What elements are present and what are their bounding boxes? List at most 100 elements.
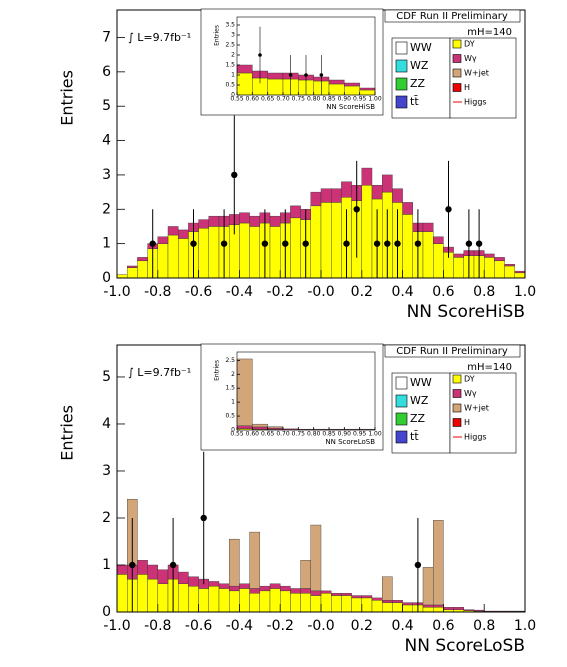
legend-swatch (452, 374, 462, 384)
hist-bar (371, 185, 383, 200)
x-tick-label: -0.2 (267, 284, 294, 300)
hist-bar (198, 227, 210, 279)
hist-bar (494, 257, 505, 262)
legend-swatch (452, 418, 462, 427)
hist-bar (116, 564, 128, 575)
hist-bar (433, 604, 444, 608)
hist-bar (157, 243, 169, 279)
hist-bar (137, 574, 148, 613)
legend-label: Wγ (464, 54, 477, 63)
data-point (304, 73, 308, 77)
hist-bar (137, 257, 148, 262)
x-tick-label: 0.85 (322, 431, 336, 438)
y-axis-title: Entries (58, 70, 77, 126)
header-box (384, 344, 521, 358)
hist-bar (188, 576, 199, 587)
hist-bar (116, 274, 128, 279)
legend-label: H (464, 83, 470, 92)
legend-swatch (395, 412, 408, 426)
hist-bar (280, 590, 291, 613)
hist-bar (188, 585, 199, 613)
hist-bar (331, 188, 342, 203)
y-tick-label: 3 (102, 463, 111, 479)
x-tick-label: 0.70 (276, 96, 290, 103)
hist-bar (351, 595, 363, 599)
hist-bar (269, 583, 281, 589)
y-axis-title: Entries (58, 405, 77, 461)
hist-bar (208, 215, 220, 227)
hist-bar (359, 89, 376, 96)
y-tick-label: 6 (102, 64, 111, 80)
x-tick-label: 0.60 (246, 431, 260, 438)
y-tick-label: 0 (102, 270, 111, 286)
legend-label: WW (410, 376, 432, 389)
hist-bar (147, 564, 159, 580)
y-tick-label: 4 (102, 133, 111, 149)
data-point (445, 206, 452, 213)
x-axis-title: NN ScoreLoSB (325, 438, 375, 446)
data-point (261, 240, 269, 247)
hist-bar (267, 78, 284, 96)
hist-bar (252, 426, 268, 430)
x-tick-label: 1.0 (514, 284, 536, 300)
data-point (282, 240, 289, 247)
mass-label: mH=140 (467, 362, 512, 373)
data-point (231, 171, 238, 179)
hist-bar (320, 590, 332, 594)
legend-label: tt̄ (410, 430, 419, 443)
hist-bar (239, 212, 250, 224)
legend-swatch (395, 394, 408, 408)
x-tick-label: -0.4 (226, 618, 253, 634)
hist-bar (320, 592, 332, 613)
header: CDF Run II Preliminary (396, 11, 508, 22)
hist-bar (249, 226, 261, 279)
legend-swatch (395, 95, 408, 109)
x-tick-label: 0.8 (473, 618, 495, 634)
hist-bar (402, 602, 414, 606)
hist-bar (239, 222, 250, 279)
legend-label: ZZ (410, 412, 426, 425)
legend-label: tt̄ (410, 95, 419, 108)
hist-bar (208, 581, 220, 587)
legend-label: DY (464, 375, 475, 384)
hist-bar (236, 72, 253, 96)
x-tick-label: 1.00 (368, 431, 382, 438)
x-tick-label: -1.0 (103, 618, 130, 634)
data-point (343, 240, 350, 247)
x-tick-label: 0.4 (391, 618, 413, 634)
data-point (414, 561, 422, 569)
y-tick-label: 1.5 (225, 385, 235, 392)
x-tick-label: 0.6 (432, 618, 454, 634)
plot-area (237, 352, 375, 430)
x-tick-label: 0.80 (307, 96, 321, 103)
hist-bar (504, 265, 516, 279)
hist-bar (361, 167, 373, 186)
x-tick-label: -0.8 (144, 284, 171, 300)
hist-bar (228, 585, 240, 592)
data-point (353, 206, 360, 213)
data-point (288, 73, 293, 77)
legend-swatch (395, 41, 408, 55)
legend-label: WZ (410, 59, 429, 72)
hist-bar (116, 574, 128, 613)
hist-bar (422, 607, 434, 613)
hist-bar (473, 609, 485, 612)
y-tick-label: 2 (231, 52, 235, 59)
hist-bar (453, 257, 465, 279)
hist-bar (218, 588, 230, 613)
x-tick-label: 0.85 (322, 96, 336, 103)
hist-bar (239, 583, 250, 589)
hist-bar (167, 226, 179, 236)
data-point (394, 240, 401, 247)
x-tick-label: 1.00 (368, 96, 382, 103)
legend-label: Higgs (464, 433, 487, 442)
hist-bar (157, 569, 169, 584)
hist-bar (177, 229, 189, 239)
data-point (258, 53, 262, 57)
luminosity: ∫ L=9.7fb⁻¹ (128, 366, 191, 379)
x-tick-label: 0.65 (261, 431, 275, 438)
data-point (220, 240, 228, 247)
y-tick-label: 2.5 (225, 357, 235, 364)
hist-bar (453, 607, 465, 610)
hist-bar (463, 609, 475, 611)
